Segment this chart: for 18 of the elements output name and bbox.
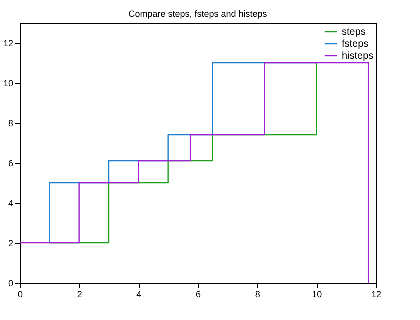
legend-label: steps [342, 27, 366, 38]
y-tick-label: 12 [3, 38, 14, 48]
y-tick-label: 2 [8, 238, 14, 248]
x-tick-label: 8 [255, 290, 260, 300]
x-tick-label: 2 [77, 290, 82, 300]
chart-title: Compare steps, fsteps and histeps [128, 9, 268, 19]
x-tick-label: 12 [371, 290, 382, 300]
legend-label: histeps [342, 51, 374, 62]
x-tick-label: 6 [196, 290, 202, 300]
x-tick-label: 0 [18, 290, 24, 300]
y-tick-label: 8 [8, 118, 14, 128]
y-tick-label: 4 [8, 198, 14, 208]
legend-label: fsteps [342, 39, 369, 50]
y-tick-label: 10 [3, 78, 14, 88]
y-tick-label: 0 [8, 278, 14, 288]
x-tick-label: 4 [136, 290, 142, 300]
y-tick-label: 6 [8, 158, 14, 168]
x-tick-label: 10 [312, 290, 322, 300]
